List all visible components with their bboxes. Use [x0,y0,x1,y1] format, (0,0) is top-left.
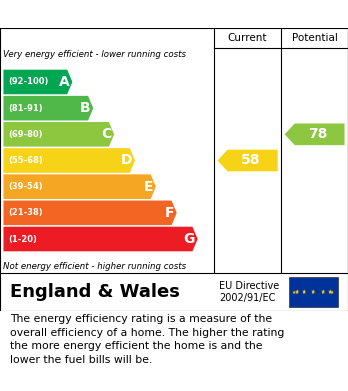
Text: ★: ★ [330,289,334,294]
Text: ★: ★ [311,290,315,295]
Text: ★: ★ [301,289,306,294]
Text: (81-91): (81-91) [9,104,43,113]
Text: ★: ★ [294,290,299,295]
Text: E: E [144,180,153,194]
Text: (69-80): (69-80) [9,130,43,139]
Text: ★: ★ [311,289,315,294]
Text: 78: 78 [308,127,327,141]
Text: EU Directive
2002/91/EC: EU Directive 2002/91/EC [219,281,279,303]
Text: (55-68): (55-68) [9,156,44,165]
Text: ★: ★ [301,290,306,295]
Text: A: A [59,75,70,89]
FancyArrow shape [3,227,198,251]
FancyArrow shape [3,122,114,147]
Text: 58: 58 [241,154,260,167]
Text: ★: ★ [327,290,332,295]
Text: B: B [80,101,90,115]
FancyArrow shape [3,201,177,225]
FancyArrow shape [3,96,93,120]
Text: England & Wales: England & Wales [10,283,180,301]
Bar [289,277,338,307]
Text: G: G [184,232,195,246]
Text: ★: ★ [292,289,296,294]
Text: Not energy efficient - higher running costs: Not energy efficient - higher running co… [3,262,187,271]
Text: D: D [121,154,133,167]
Text: C: C [101,127,111,141]
Text: Potential: Potential [292,33,338,43]
Text: ★: ★ [321,289,325,294]
FancyArrow shape [3,174,156,199]
Text: F: F [165,206,174,220]
FancyArrow shape [3,148,135,173]
Text: ★: ★ [327,289,332,294]
FancyArrow shape [285,124,345,145]
Text: ★: ★ [321,290,325,295]
Text: Very energy efficient - lower running costs: Very energy efficient - lower running co… [3,50,187,59]
FancyArrow shape [218,150,278,171]
Text: (39-54): (39-54) [9,182,43,191]
Text: ★: ★ [294,289,299,294]
Text: (21-38): (21-38) [9,208,43,217]
Text: Energy Efficiency Rating: Energy Efficiency Rating [9,7,230,22]
FancyArrow shape [3,70,72,94]
Text: The energy efficiency rating is a measure of the
overall efficiency of a home. T: The energy efficiency rating is a measur… [10,314,285,365]
Text: (1-20): (1-20) [9,235,38,244]
Text: Current: Current [228,33,267,43]
Text: (92-100): (92-100) [9,77,49,86]
